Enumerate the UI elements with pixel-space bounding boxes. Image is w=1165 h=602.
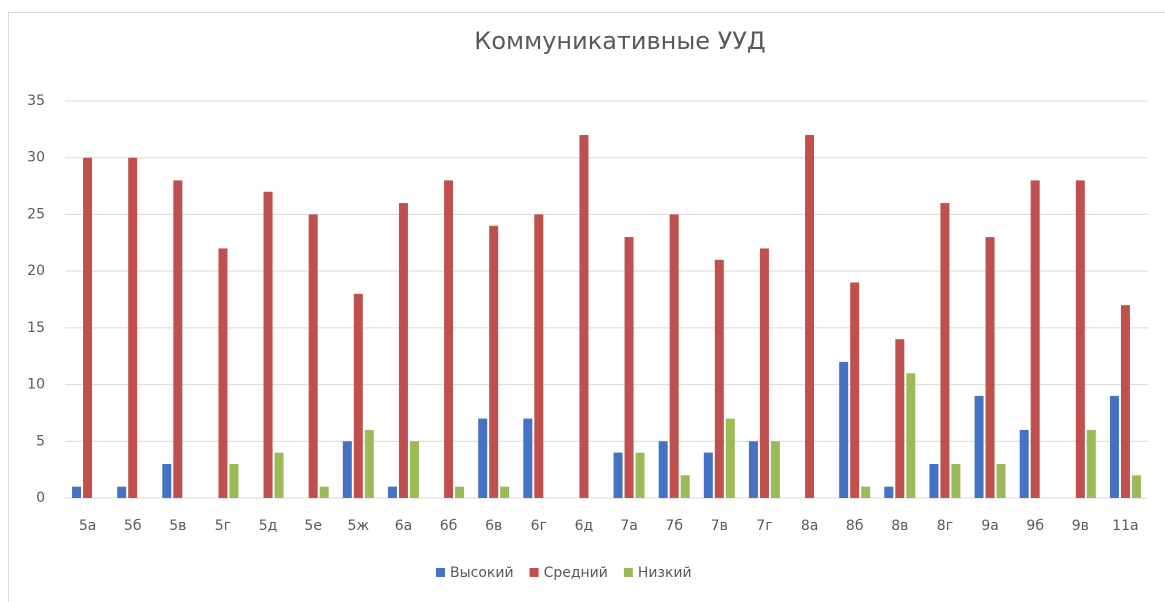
bar — [579, 135, 589, 498]
y-tick-label: 25 — [27, 206, 45, 222]
bar — [478, 418, 488, 498]
legend-label: Высокий — [450, 565, 514, 581]
bar — [985, 237, 995, 498]
bar — [669, 214, 679, 498]
bar — [850, 282, 860, 498]
bar — [770, 441, 780, 498]
y-tick-label: 35 — [27, 93, 45, 109]
bar — [951, 463, 961, 498]
bar — [974, 395, 984, 498]
bar — [906, 373, 916, 498]
x-tick-label: 6д — [575, 518, 594, 534]
bar — [128, 157, 138, 498]
x-tick-label: 8а — [801, 518, 819, 534]
bar — [353, 293, 363, 498]
x-tick-label: 5д — [259, 518, 278, 534]
x-tick-label: 7б — [665, 518, 683, 534]
bar — [534, 214, 544, 498]
bar — [218, 248, 228, 498]
bar — [940, 203, 950, 499]
bar — [1030, 180, 1040, 498]
bar — [342, 441, 352, 498]
bar — [714, 259, 724, 498]
x-tick-label: 6б — [440, 518, 458, 534]
x-tick-label: 5в — [169, 518, 186, 534]
y-tick-label: 30 — [27, 150, 45, 166]
bar — [229, 463, 239, 498]
x-tick-label: 7а — [620, 518, 638, 534]
legend-label: Низкий — [638, 565, 692, 581]
legend-label: Средний — [544, 565, 608, 581]
bar — [613, 452, 623, 498]
bar — [1109, 395, 1119, 498]
bar — [455, 486, 465, 498]
x-tick-label: 5г — [215, 518, 231, 534]
bar — [624, 237, 634, 498]
x-tick-label: 8в — [891, 518, 908, 534]
x-tick-label: 5б — [124, 518, 142, 534]
x-tick-label: 9а — [981, 518, 999, 534]
bar — [929, 463, 939, 498]
x-tick-label: 11а — [1112, 518, 1138, 534]
x-tick-label: 6а — [395, 518, 413, 534]
bar — [500, 486, 510, 498]
bar — [387, 486, 397, 498]
x-tick-label: 5е — [304, 518, 322, 534]
y-tick-label: 20 — [27, 263, 45, 279]
chart-title: Коммуникативные УУД — [474, 27, 765, 55]
bar — [805, 135, 815, 498]
bar — [308, 214, 318, 498]
bar — [680, 475, 690, 498]
bar — [444, 180, 454, 498]
bar — [635, 452, 645, 498]
bar — [759, 248, 769, 498]
bar — [884, 486, 894, 498]
bar — [72, 486, 82, 498]
bar — [83, 157, 93, 498]
bar — [1131, 475, 1141, 498]
legend-swatch — [529, 568, 539, 577]
bar — [523, 418, 533, 498]
bar — [274, 452, 284, 498]
legend-swatch — [623, 568, 633, 577]
y-tick-label: 0 — [36, 490, 45, 506]
x-tick-label: 7г — [756, 518, 772, 534]
y-tick-label: 5 — [36, 433, 45, 449]
x-tick-label: 8г — [937, 518, 953, 534]
x-tick-label: 8б — [846, 518, 864, 534]
bar — [861, 486, 871, 498]
x-tick-label: 6в — [485, 518, 502, 534]
bar — [398, 203, 408, 499]
bar — [319, 486, 329, 498]
x-tick-label: 7в — [711, 518, 728, 534]
bar — [1075, 180, 1085, 498]
bar — [162, 463, 172, 498]
bar — [489, 225, 499, 498]
x-tick-label: 9б — [1026, 518, 1044, 534]
bar — [658, 441, 668, 498]
bar — [895, 339, 905, 498]
legend-swatch — [436, 568, 445, 577]
y-tick-label: 15 — [27, 320, 45, 336]
bar — [703, 452, 713, 498]
bar — [173, 180, 183, 498]
bar — [364, 429, 374, 498]
bar — [1086, 429, 1096, 498]
bar — [409, 441, 419, 498]
bar — [1019, 429, 1029, 498]
bar — [996, 463, 1006, 498]
bar — [725, 418, 735, 498]
y-tick-label: 10 — [27, 377, 45, 393]
x-tick-label: 9в — [1072, 518, 1089, 534]
bar — [839, 361, 849, 498]
bar — [263, 191, 273, 498]
bar — [748, 441, 758, 498]
bar — [1120, 305, 1130, 498]
x-tick-label: 5а — [79, 518, 97, 534]
x-tick-label: 6г — [531, 518, 547, 534]
bar — [117, 486, 127, 498]
x-tick-label: 5ж — [348, 518, 370, 534]
